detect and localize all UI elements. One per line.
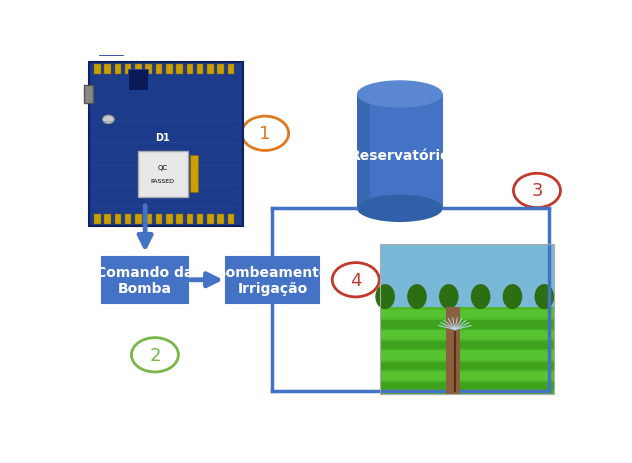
Text: Comando da
Bomba: Comando da Bomba [97, 265, 194, 295]
Bar [190, 156, 198, 193]
Ellipse shape [502, 284, 522, 309]
Ellipse shape [357, 81, 442, 108]
Bar [135, 64, 142, 75]
Text: 4: 4 [350, 271, 362, 289]
Bar [380, 362, 554, 370]
Ellipse shape [357, 195, 442, 223]
Bar [380, 351, 554, 360]
Circle shape [102, 116, 114, 125]
Text: 3: 3 [532, 182, 543, 200]
Bar [380, 382, 554, 391]
Bar [380, 331, 554, 339]
Bar [380, 244, 554, 394]
Bar [155, 214, 162, 225]
Text: 1: 1 [260, 125, 270, 143]
Bar [99, 38, 123, 56]
Bar [186, 214, 193, 225]
Bar [155, 64, 162, 75]
Bar [145, 64, 152, 75]
Text: Reservatório: Reservatório [349, 149, 450, 163]
Bar [176, 214, 183, 225]
Bar [104, 64, 111, 75]
Ellipse shape [439, 284, 459, 309]
Ellipse shape [375, 284, 395, 309]
Bar [94, 214, 100, 225]
FancyBboxPatch shape [226, 257, 319, 303]
Bar [207, 214, 214, 225]
Bar [380, 307, 554, 394]
Bar [94, 64, 100, 75]
Bar [197, 214, 204, 225]
Bar [135, 214, 142, 225]
Bar [357, 95, 442, 209]
Bar [88, 63, 243, 227]
Bar [228, 214, 234, 225]
Bar [380, 321, 554, 329]
Bar [357, 95, 370, 209]
Bar [217, 214, 224, 225]
Text: 2: 2 [149, 346, 161, 364]
Bar [148, 16, 182, 31]
Bar [446, 307, 460, 394]
Bar [197, 64, 204, 75]
Bar [207, 64, 214, 75]
Text: Bombeamento
Irrigação: Bombeamento Irrigação [216, 265, 329, 295]
Bar [380, 310, 554, 319]
Bar [125, 64, 131, 75]
Ellipse shape [407, 284, 427, 309]
Bar [186, 64, 193, 75]
Ellipse shape [471, 284, 490, 309]
Bar [114, 214, 121, 225]
Text: D1: D1 [155, 132, 170, 142]
Bar [138, 151, 188, 197]
Bar [114, 64, 121, 75]
Bar [104, 214, 111, 225]
Bar [166, 64, 173, 75]
Bar [380, 244, 554, 312]
Bar [128, 70, 148, 91]
Bar [228, 64, 234, 75]
Ellipse shape [535, 284, 554, 309]
Bar [380, 341, 554, 350]
Text: PASSED: PASSED [151, 179, 175, 184]
Bar [166, 214, 173, 225]
Bar [176, 64, 183, 75]
Text: QC: QC [158, 164, 168, 170]
Bar [125, 214, 131, 225]
Bar [380, 372, 554, 381]
Bar [145, 214, 152, 225]
FancyBboxPatch shape [102, 257, 188, 303]
Bar [217, 64, 224, 75]
Bar [84, 86, 93, 104]
